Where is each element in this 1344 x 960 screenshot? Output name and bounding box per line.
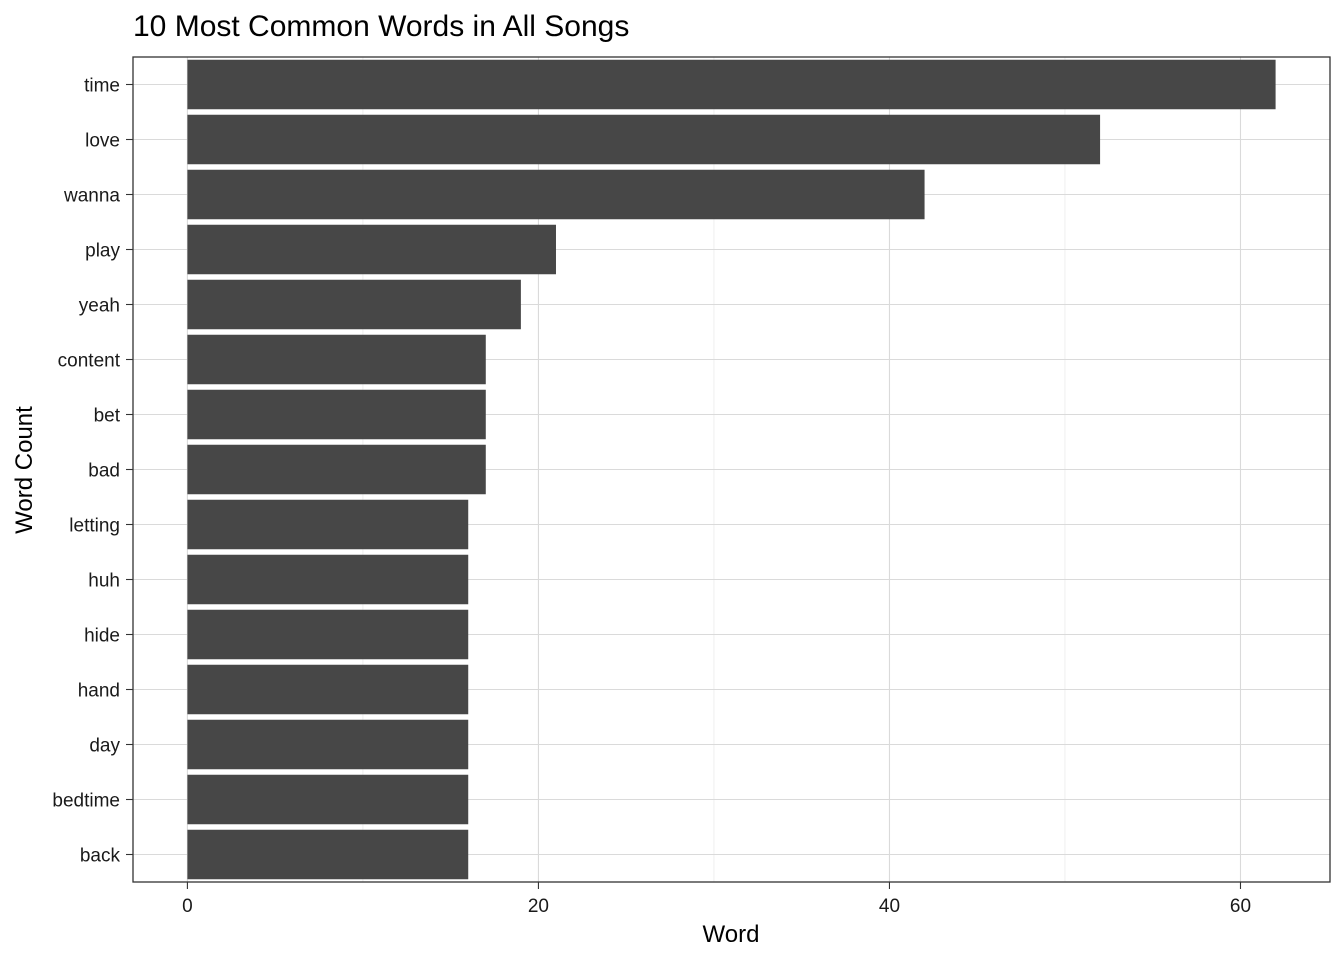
y-axis-title: Word Count	[11, 406, 38, 534]
bar-back	[187, 829, 469, 880]
x-tick-label: 40	[879, 896, 900, 917]
bar-bad	[187, 444, 486, 495]
y-axis: time love wanna play yeah content bet bad lettin…	[52, 76, 133, 867]
y-tick-label: bedtime	[52, 791, 120, 812]
y-tick-label: bad	[88, 461, 120, 482]
bar-day	[187, 719, 469, 770]
y-tick-label: day	[89, 736, 120, 757]
x-axis: 0 20 40 60	[182, 882, 1251, 917]
bar-hide	[187, 609, 469, 660]
bar-play	[187, 224, 556, 275]
y-tick-label: content	[58, 351, 121, 372]
y-tick-label: huh	[88, 571, 120, 592]
bar-bet	[187, 389, 486, 440]
y-tick-label: hand	[78, 681, 120, 702]
bar-letting	[187, 499, 469, 550]
bar-content	[187, 334, 486, 385]
bar-love	[187, 114, 1101, 165]
y-tick-label: play	[85, 241, 120, 262]
bar-yeah	[187, 279, 521, 330]
x-tick-label: 0	[182, 896, 193, 917]
y-tick-label: love	[85, 131, 120, 152]
bar-huh	[187, 554, 469, 605]
bar-time	[187, 59, 1276, 110]
y-tick-label: time	[84, 76, 120, 97]
x-tick-label: 60	[1230, 896, 1251, 917]
bar-hand	[187, 664, 469, 715]
y-tick-label: letting	[69, 516, 120, 537]
chart-title: 10 Most Common Words in All Songs	[133, 10, 629, 43]
bar-bedtime	[187, 774, 469, 825]
y-tick-label: hide	[84, 626, 120, 647]
y-tick-label: yeah	[79, 296, 120, 317]
y-tick-label: back	[80, 846, 121, 867]
x-tick-label: 20	[528, 896, 549, 917]
bar-wanna	[187, 169, 925, 220]
y-tick-label: wanna	[63, 186, 120, 207]
y-tick-label: bet	[94, 406, 121, 427]
x-axis-title: Word	[703, 921, 760, 948]
bars	[187, 59, 1276, 880]
